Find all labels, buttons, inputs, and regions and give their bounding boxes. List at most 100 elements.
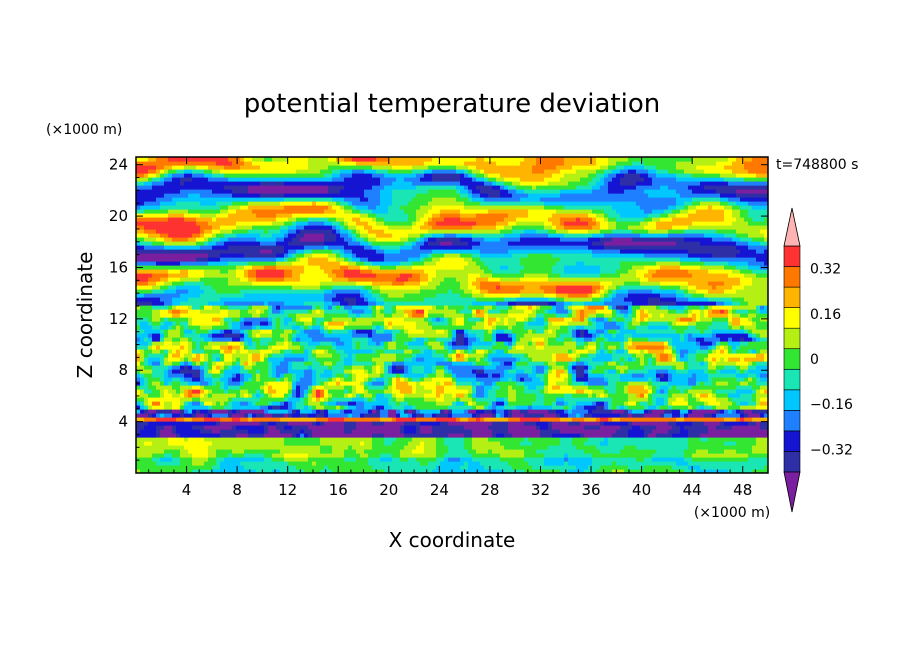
field-cell xyxy=(476,461,481,466)
field-cell xyxy=(424,409,429,414)
field-cell xyxy=(172,429,177,434)
field-cell xyxy=(272,465,277,470)
field-cell xyxy=(292,357,297,362)
field-cell xyxy=(320,441,325,446)
field-cell xyxy=(388,421,393,426)
field-cell xyxy=(492,469,497,473)
field-cell xyxy=(416,417,421,422)
field-cell xyxy=(384,433,389,438)
field-cell xyxy=(664,429,669,434)
field-cell xyxy=(684,465,689,470)
field-cell xyxy=(308,369,313,374)
field-cell xyxy=(512,453,517,458)
field-cell xyxy=(736,429,741,434)
field-cell xyxy=(144,441,149,446)
field-cell xyxy=(692,425,697,430)
field-cell xyxy=(176,409,181,414)
field-cell xyxy=(424,437,429,442)
field-cell xyxy=(252,469,257,473)
field-cell xyxy=(224,461,229,466)
field-cell xyxy=(688,365,693,370)
field-cell xyxy=(248,465,253,470)
field-cell xyxy=(680,369,685,374)
field-cell xyxy=(164,453,169,458)
field-cell xyxy=(548,385,553,390)
field-cell xyxy=(416,413,421,418)
field-cell xyxy=(352,425,357,430)
field-cell xyxy=(524,357,529,362)
field-cell xyxy=(472,381,477,386)
field-cell xyxy=(180,393,185,398)
field-cell xyxy=(584,457,589,462)
field-cell xyxy=(320,345,325,350)
field-cell xyxy=(272,425,277,430)
field-cell xyxy=(720,433,725,438)
field-cell xyxy=(420,469,425,473)
field-cell xyxy=(260,457,265,462)
field-cell xyxy=(380,357,385,362)
field-cell xyxy=(620,457,625,462)
field-cell xyxy=(636,373,641,378)
field-cell xyxy=(716,377,721,382)
field-cell xyxy=(512,373,517,378)
field-cell xyxy=(632,353,637,358)
field-cell xyxy=(312,425,317,430)
field-cell xyxy=(248,429,253,434)
field-cell xyxy=(136,389,141,394)
field-cell xyxy=(296,437,301,442)
field-cell xyxy=(424,369,429,374)
field-cell xyxy=(600,353,605,358)
field-cell xyxy=(508,437,513,442)
field-cell xyxy=(200,397,205,402)
field-cell xyxy=(384,465,389,470)
field-cell xyxy=(364,469,369,473)
field-cell xyxy=(520,457,525,462)
field-cell xyxy=(220,417,225,422)
field-cell xyxy=(588,369,593,374)
field-cell xyxy=(460,381,465,386)
field-cell xyxy=(268,361,273,366)
field-cell xyxy=(408,449,413,454)
field-cell xyxy=(588,409,593,414)
field-cell xyxy=(360,441,365,446)
field-cell xyxy=(380,413,385,418)
field-cell xyxy=(192,453,197,458)
field-cell xyxy=(160,421,165,426)
field-cell xyxy=(668,401,673,406)
field-cell xyxy=(660,421,665,426)
field-cell xyxy=(664,421,669,426)
field-cell xyxy=(256,433,261,438)
field-cell xyxy=(296,453,301,458)
field-cell xyxy=(452,425,457,430)
field-cell xyxy=(552,417,557,422)
field-cell xyxy=(576,373,581,378)
field-cell xyxy=(456,437,461,442)
field-cell xyxy=(324,433,329,438)
field-cell xyxy=(464,401,469,406)
field-cell xyxy=(352,429,357,434)
field-cell xyxy=(708,461,713,466)
field-cell xyxy=(396,449,401,454)
field-cell xyxy=(436,469,441,473)
field-cell xyxy=(240,413,245,418)
field-cell xyxy=(628,433,633,438)
field-cell xyxy=(636,357,641,362)
field-cell xyxy=(704,449,709,454)
field-cell xyxy=(532,437,537,442)
field-cell xyxy=(188,353,193,358)
field-cell xyxy=(660,437,665,442)
field-cell xyxy=(308,417,313,422)
field-cell xyxy=(404,465,409,470)
field-cell xyxy=(512,425,517,430)
field-cell xyxy=(548,469,553,473)
field-cell xyxy=(616,469,621,473)
field-cell xyxy=(240,393,245,398)
field-cell xyxy=(160,365,165,370)
field-cell xyxy=(504,373,509,378)
field-cell xyxy=(220,413,225,418)
field-cell xyxy=(276,393,281,398)
field-cell xyxy=(448,465,453,470)
field-cell xyxy=(648,349,653,354)
field-cell xyxy=(424,461,429,466)
field-cell xyxy=(148,413,153,418)
